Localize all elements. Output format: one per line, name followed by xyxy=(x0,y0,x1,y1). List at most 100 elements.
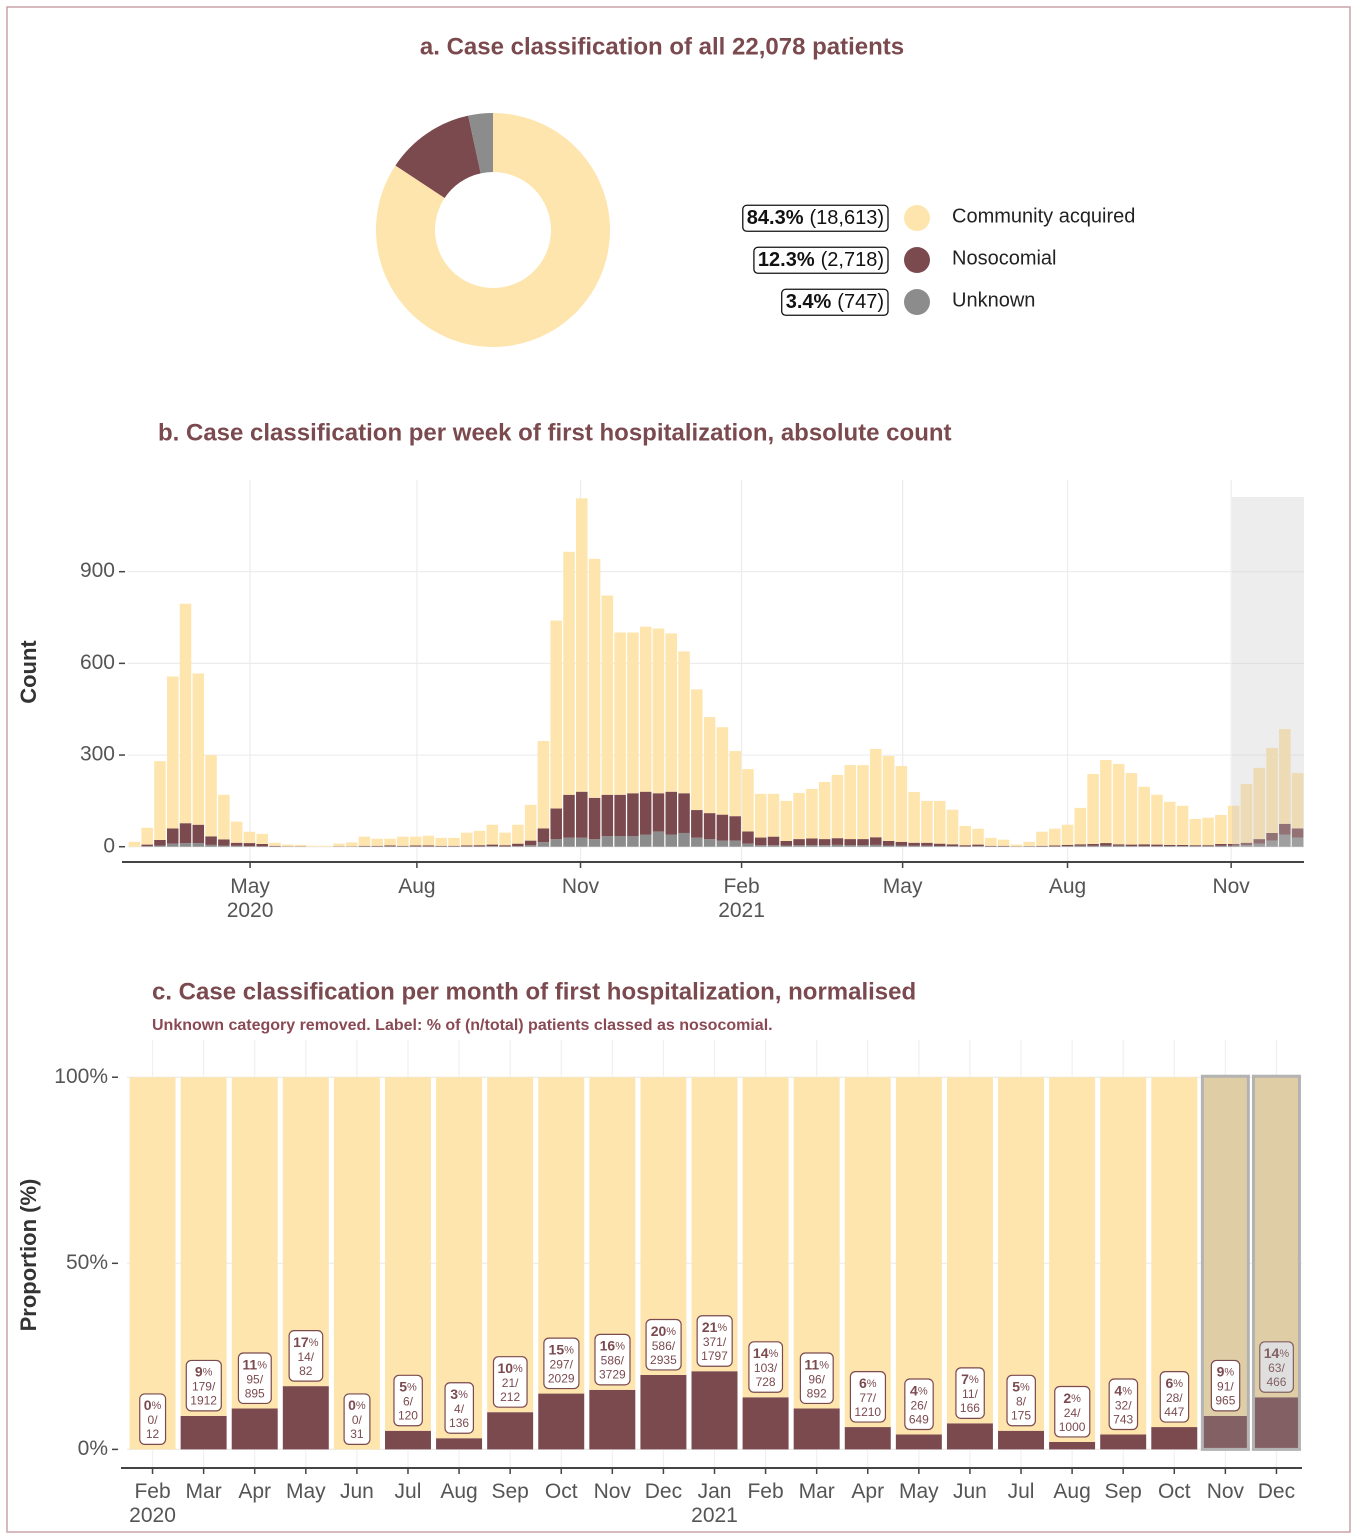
bar-segment xyxy=(895,1077,942,1435)
label-box xyxy=(139,1393,167,1445)
bar-segment xyxy=(691,1371,738,1450)
label-box xyxy=(393,1374,423,1427)
percent-label: 11% xyxy=(804,1356,829,1372)
value-label: 3.4% (747) xyxy=(786,291,884,313)
bar-segment xyxy=(921,800,933,843)
bar-segment xyxy=(1036,831,1048,846)
bar-segment xyxy=(1253,767,1266,840)
bar-segment xyxy=(409,845,422,847)
bar-segment xyxy=(1036,845,1048,847)
bar-segment xyxy=(166,676,179,829)
bar-segment xyxy=(256,833,268,844)
donut-slice xyxy=(468,113,493,174)
bar-segment xyxy=(1176,844,1189,847)
bar-segment xyxy=(691,837,703,847)
bar-label: 5%8/175 xyxy=(1006,1374,1036,1427)
bar-segment xyxy=(1202,845,1214,847)
bar-segment xyxy=(742,831,754,844)
bar-segment xyxy=(1112,844,1125,846)
bar-label: 0%0/12 xyxy=(139,1393,167,1445)
bar-segment xyxy=(1227,845,1240,847)
bar-segment xyxy=(678,651,690,794)
bar-segment xyxy=(487,1412,534,1450)
bar-segment xyxy=(180,1415,227,1450)
label-box xyxy=(955,1367,985,1419)
bar-segment xyxy=(882,840,895,846)
label-box xyxy=(753,246,889,274)
legend-swatch xyxy=(904,247,930,273)
bar-segment xyxy=(1291,837,1304,847)
bar-segment xyxy=(818,839,831,846)
bar-segment xyxy=(831,844,844,847)
bar-segment xyxy=(857,839,869,846)
bar-segment xyxy=(998,1430,1045,1450)
bar-segment xyxy=(959,825,972,846)
bar-segment xyxy=(780,845,793,847)
bar-segment xyxy=(218,839,230,846)
bar-segment xyxy=(1253,843,1266,847)
chart-title: a. Case classification of all 22,078 pat… xyxy=(420,33,904,60)
bar-segment xyxy=(448,845,460,847)
bar-segment xyxy=(1164,844,1176,847)
bar-segment xyxy=(780,840,793,846)
fraction-label: 21/212 xyxy=(500,1376,520,1404)
bar-label: 2%24/1000 xyxy=(1054,1385,1091,1438)
bar-segment xyxy=(946,1077,993,1424)
bar-segment xyxy=(486,844,499,847)
bar-segment xyxy=(780,800,793,841)
legend-label: Nosocomial xyxy=(952,247,1056,269)
bar-segment xyxy=(1100,759,1112,844)
bar-segment xyxy=(269,842,281,846)
bar-segment xyxy=(1151,794,1163,845)
bar-segment xyxy=(742,843,754,847)
label-box xyxy=(343,1393,371,1445)
bar-segment xyxy=(384,838,396,846)
bar-segment xyxy=(460,832,473,846)
x-tick-label: Aug xyxy=(398,875,435,898)
bar-segment xyxy=(754,845,767,847)
bar-segment xyxy=(499,845,511,847)
bar-segment xyxy=(601,794,614,837)
bar-segment xyxy=(1112,845,1125,847)
bar-segment xyxy=(179,603,192,824)
bar-segment xyxy=(1202,1415,1249,1450)
x-tick-label: Apr xyxy=(851,1480,884,1503)
bar-segment xyxy=(333,1077,380,1450)
fraction-label: 0/12 xyxy=(146,1413,160,1441)
percent-label: 2% xyxy=(1063,1389,1081,1405)
bar-segment xyxy=(141,844,153,847)
fraction-label: 95/895 xyxy=(245,1372,265,1400)
donut-slice xyxy=(395,115,481,199)
bar-segment xyxy=(665,633,678,792)
x-tick-label: Oct xyxy=(545,1480,578,1503)
bar-segment xyxy=(767,845,780,847)
bar-segment xyxy=(742,1397,789,1450)
bar-segment xyxy=(793,839,805,846)
count-label: (2,718) xyxy=(821,249,884,271)
bar-segment xyxy=(269,845,281,847)
bar-segment xyxy=(691,689,703,811)
bar-segment xyxy=(998,1077,1045,1431)
legend-label: Community acquired xyxy=(952,205,1135,227)
bar-segment xyxy=(192,843,205,847)
percent-label: 4% xyxy=(910,1382,928,1398)
bar-segment xyxy=(460,845,473,847)
bar-segment xyxy=(895,766,908,842)
label-box xyxy=(185,1359,222,1412)
bar-segment xyxy=(1189,845,1202,847)
bar-segment xyxy=(946,1423,993,1450)
bar-segment xyxy=(205,836,217,845)
bar-label: 14%63/466 xyxy=(1259,1341,1294,1393)
bar-segment xyxy=(1266,832,1278,841)
bar-label: 9%91/965 xyxy=(1210,1359,1241,1412)
value-label: 84.3% (18,613) xyxy=(747,207,884,229)
bar-segment xyxy=(793,845,805,847)
x-tick-label: May xyxy=(286,1480,326,1503)
bar-segment xyxy=(870,837,882,845)
bar-label: 11%95/895 xyxy=(237,1352,272,1405)
bar-segment xyxy=(767,793,780,837)
bar-segment xyxy=(524,840,537,846)
label-box xyxy=(1259,1341,1294,1393)
y-tick-label: 0% xyxy=(78,1437,108,1460)
percent-label: 14% xyxy=(753,1345,779,1361)
